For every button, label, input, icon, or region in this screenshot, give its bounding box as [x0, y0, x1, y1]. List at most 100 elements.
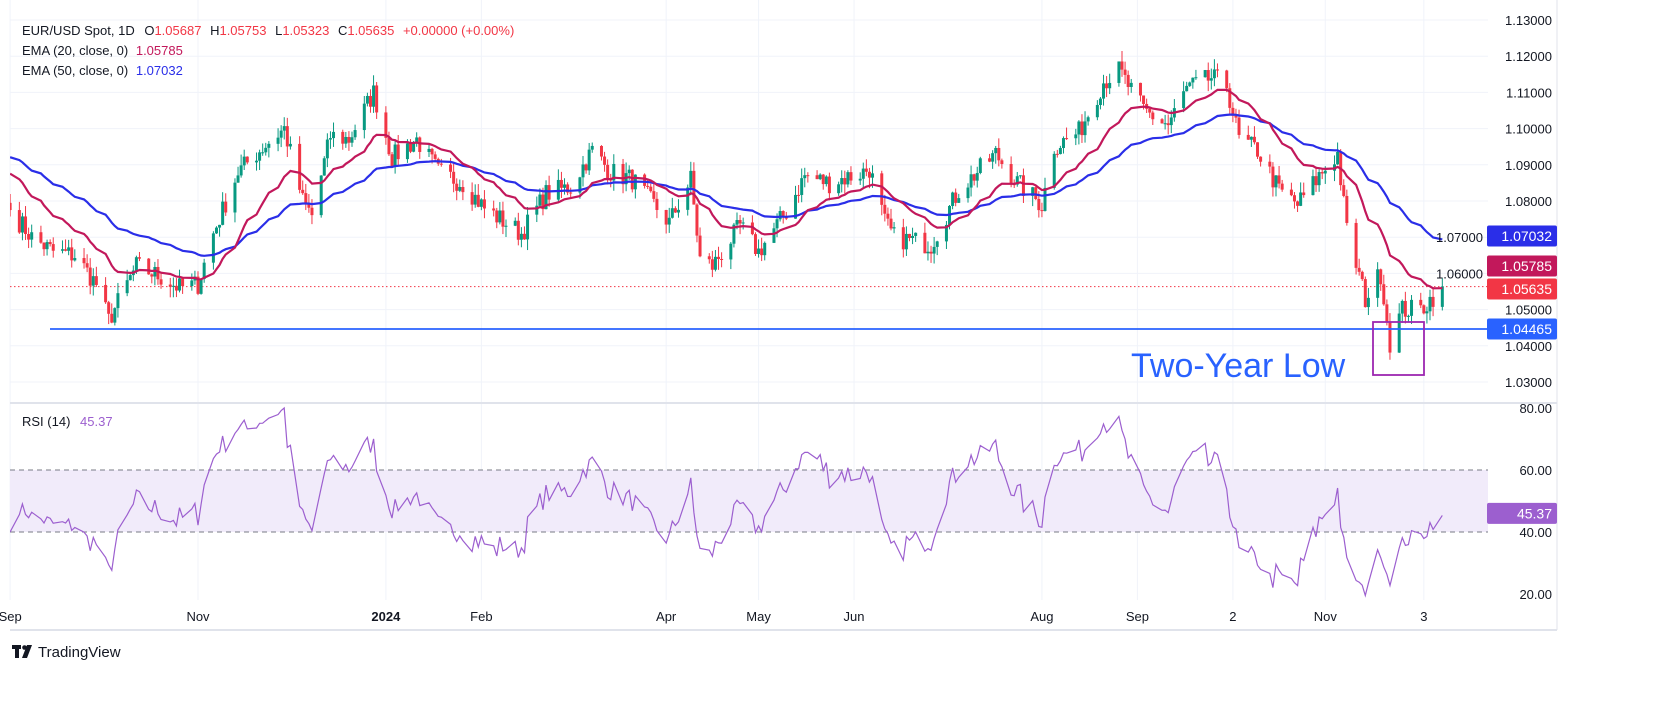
candle-body [42, 242, 46, 250]
candle-body [951, 192, 955, 206]
candle-body [1231, 107, 1235, 116]
candle-body [301, 189, 305, 194]
candle [196, 271, 200, 296]
candle-body [82, 258, 86, 264]
candle [676, 199, 680, 218]
candle [563, 178, 567, 195]
candle [298, 136, 302, 194]
candle [516, 212, 520, 246]
time-axis[interactable]: Sep Nov 2024 Feb Apr May Jun Aug Sep 2 Nov 3 [0, 609, 1427, 624]
candle [858, 172, 862, 185]
legend-rsi-row[interactable]: RSI (14) 45.37 [22, 414, 113, 429]
candle [837, 181, 841, 196]
price-tick-label: 1.12000 [1505, 49, 1552, 64]
candle [827, 172, 831, 201]
time-tick-label: Nov [1314, 609, 1338, 624]
candle [1400, 299, 1404, 323]
candle-body [322, 158, 326, 176]
rsi-tick-label: 40.00 [1519, 525, 1552, 540]
candle [840, 170, 844, 193]
rsi-label: RSI (14) [22, 414, 70, 429]
candle-body [125, 280, 129, 294]
candle [439, 158, 443, 167]
tradingview-logo[interactable]: TradingView [12, 644, 121, 661]
candle-body [110, 313, 114, 323]
candle [458, 179, 462, 193]
candle [1406, 314, 1410, 323]
candle [372, 75, 376, 113]
legend-ema50-row[interactable]: EMA (50, close, 0) 1.07032 [22, 63, 183, 78]
rsi-axis[interactable]: 80.00 60.00 40.00 20.00 [1519, 401, 1552, 602]
change-value: +0.00000 (+0.00%) [403, 23, 514, 38]
candle [630, 169, 634, 193]
candle-body [695, 204, 699, 236]
candle [239, 154, 243, 178]
candle [584, 163, 588, 174]
candle-body [1268, 161, 1272, 167]
time-tick-label: Aug [1030, 609, 1053, 624]
candle [763, 241, 767, 261]
candle [753, 232, 757, 256]
candle [1317, 169, 1321, 192]
candle [1151, 110, 1155, 125]
candle [609, 173, 613, 188]
candle [880, 170, 884, 216]
candle-body [455, 183, 459, 191]
candle-body [1234, 115, 1238, 118]
candle-body [732, 224, 736, 244]
candle-body [713, 256, 717, 270]
two-year-low-box [1372, 321, 1425, 376]
candle-body [48, 242, 52, 245]
candle [288, 136, 292, 150]
candle [1018, 175, 1022, 179]
candle [695, 203, 699, 243]
legend-ema20-row[interactable]: EMA (20, close, 0) 1.05785 [22, 43, 183, 58]
price-tick-label: 1.10000 [1505, 122, 1552, 137]
candle-body [1126, 74, 1130, 87]
candle-body [387, 137, 391, 155]
candle-body [255, 160, 259, 163]
candle [1074, 128, 1078, 146]
candle-body [686, 187, 690, 210]
candle-body [1366, 297, 1370, 308]
candle-body [1314, 176, 1318, 186]
candle-body [707, 256, 711, 260]
candle [966, 183, 970, 203]
rsi-tick-label: 80.00 [1519, 401, 1552, 416]
candle [116, 282, 120, 318]
candle-body [415, 137, 419, 143]
open-label: O [144, 23, 154, 38]
candle-body [1406, 315, 1410, 317]
candle [621, 158, 625, 194]
candle-body [1120, 61, 1124, 70]
candle-body [362, 103, 366, 131]
candle [264, 142, 268, 156]
high-label: H [210, 23, 219, 38]
candle-body [729, 243, 733, 260]
candle-body [1289, 189, 1293, 196]
legend-symbol-row[interactable]: EUR/USD Spot, 1D O1.05687 H1.05753 L1.05… [22, 23, 514, 38]
candle-body [427, 148, 431, 152]
candle-body [603, 156, 607, 165]
candle-body [1108, 82, 1112, 89]
candle [698, 227, 702, 258]
candle-body [350, 137, 354, 143]
candle [1055, 149, 1059, 158]
candle [1428, 289, 1432, 321]
candle [224, 193, 228, 216]
candle [803, 167, 807, 188]
candle [649, 183, 653, 193]
candle [350, 131, 354, 147]
price-axis[interactable]: 1.13000 1.12000 1.11000 1.10000 1.09000 1.080… [1436, 13, 1552, 390]
tradingview-wordmark: TradingView [38, 644, 121, 661]
candle-body [1249, 136, 1253, 140]
candle [1021, 168, 1025, 203]
candle [418, 136, 422, 159]
candle-body [104, 284, 108, 303]
candle [1419, 292, 1423, 309]
candle [526, 206, 530, 251]
candle [51, 237, 55, 258]
candle-body [1055, 153, 1059, 155]
last-price-badge: 1.05635 [1487, 278, 1557, 300]
